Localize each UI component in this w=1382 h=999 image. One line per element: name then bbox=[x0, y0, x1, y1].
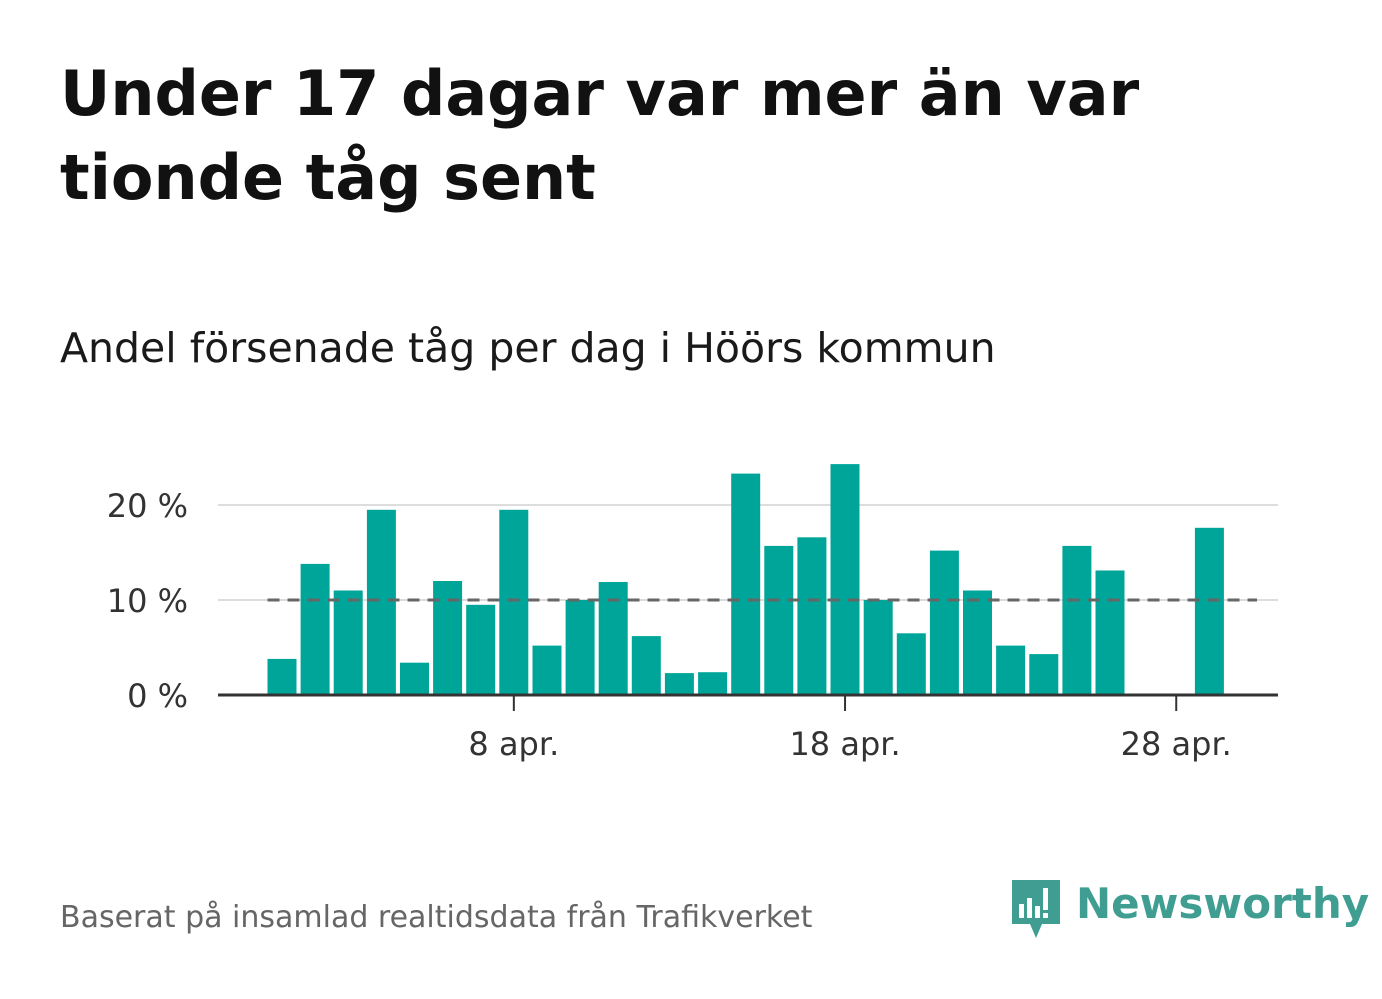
chart-title: Under 17 dagar var mer än var tionde tåg… bbox=[60, 57, 1140, 214]
x-tick-label: 28 apr. bbox=[1121, 725, 1232, 763]
bar bbox=[896, 633, 926, 696]
source-note: Baserat på insamlad realtidsdata från Tr… bbox=[60, 900, 813, 935]
bar bbox=[863, 600, 893, 695]
bar bbox=[797, 537, 827, 695]
bar-series bbox=[267, 464, 1224, 696]
bar bbox=[267, 658, 297, 695]
bar-chart: 0 % 10 % 20 % 8 apr. 18 apr. 28 apr. bbox=[107, 464, 1278, 763]
y-axis-ticks: 0 % 10 % 20 % bbox=[107, 487, 188, 715]
bar bbox=[631, 636, 661, 695]
bar bbox=[764, 545, 794, 696]
bar bbox=[400, 662, 429, 695]
bar bbox=[1062, 545, 1092, 696]
bar bbox=[963, 590, 992, 695]
bar bbox=[698, 672, 728, 695]
brand-logo[interactable]: Newsworthy bbox=[1010, 878, 1369, 940]
bar bbox=[830, 464, 860, 695]
y-tick-label: 0 % bbox=[127, 677, 188, 715]
y-tick-label: 10 % bbox=[107, 582, 188, 620]
bar bbox=[929, 550, 959, 695]
y-tick-label: 20 % bbox=[107, 487, 188, 525]
bar bbox=[1095, 570, 1125, 695]
bar bbox=[366, 509, 396, 696]
bar bbox=[466, 604, 496, 696]
brand-name: Newsworthy bbox=[1076, 879, 1370, 928]
bar bbox=[499, 509, 529, 696]
chart-subtitle: Andel försenade tåg per dag i Höörs komm… bbox=[60, 324, 996, 372]
bar bbox=[565, 600, 595, 695]
bar bbox=[1029, 654, 1059, 695]
x-tick-label: 8 apr. bbox=[468, 725, 559, 763]
bar bbox=[433, 581, 463, 695]
bar bbox=[532, 645, 562, 695]
newsworthy-logo-icon bbox=[1012, 880, 1060, 938]
x-tick-label: 18 apr. bbox=[789, 725, 900, 763]
bar bbox=[996, 645, 1026, 695]
bar bbox=[731, 473, 761, 695]
x-axis-ticks: 8 apr. 18 apr. 28 apr. bbox=[468, 695, 1232, 763]
bar bbox=[333, 590, 363, 695]
bar bbox=[664, 673, 694, 695]
bar bbox=[1194, 527, 1224, 695]
bar bbox=[300, 563, 330, 695]
